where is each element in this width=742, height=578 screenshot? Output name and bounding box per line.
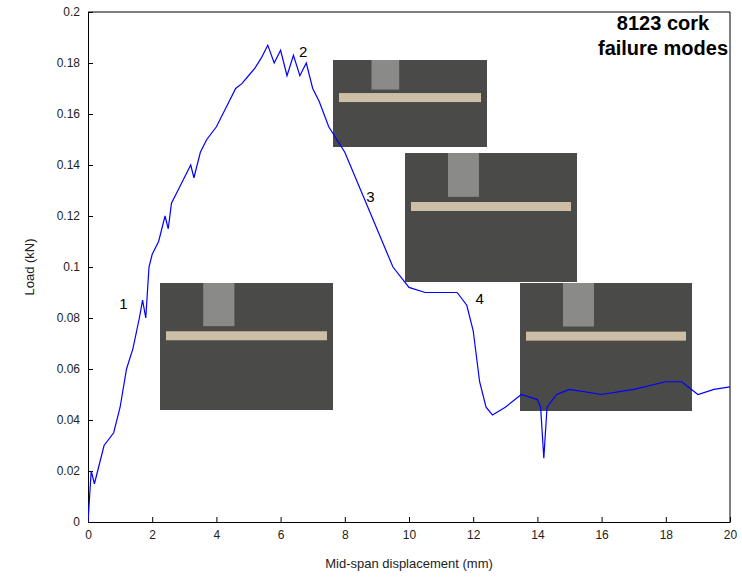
photo [520,283,692,411]
x-tick-mark [409,517,410,522]
photo [333,60,487,147]
x-tick: 20 [724,517,738,542]
annotation: 3 [366,188,374,205]
y-tick-mark [88,318,93,319]
y-tick: 0.08 [57,311,93,325]
y-tick: 0.04 [57,413,93,427]
chart: 0246810121416182000.020.040.060.080.10.1… [0,0,742,578]
y-tick-mark [88,471,93,472]
x-tick-label: 0 [85,528,92,542]
y-tick-mark [88,369,93,370]
x-tick-label: 4 [214,528,221,542]
photo [405,153,577,282]
x-tick-label: 18 [660,528,674,542]
y-tick: 0.14 [57,158,93,172]
annotation: 4 [475,290,483,307]
x-tick-label: 12 [467,528,481,542]
photos [160,60,692,411]
y-tick-label: 0 [73,515,80,529]
y-tick-label: 0.2 [63,5,80,19]
x-tick-mark [537,517,538,522]
annotation: 1 [119,295,127,312]
y-tick-mark [88,165,93,166]
photo-specimen [166,331,327,340]
y-tick-mark [88,114,93,115]
photo-specimen [411,202,571,211]
photo-loader [563,283,594,327]
plot-area [88,45,730,522]
x-tick: 6 [278,517,285,542]
y-tick-mark [88,63,93,64]
y-tick: 0.06 [57,362,93,376]
x-tick-label: 14 [531,528,545,542]
annotation: 2 [299,43,307,60]
y-tick-label: 0.12 [57,209,81,223]
x-tick: 4 [214,517,221,542]
x-tick-mark [345,517,346,522]
x-tick-label: 10 [403,528,417,542]
y-tick-label: 0.18 [57,56,81,70]
photo-frame [405,153,577,282]
photo-frame [333,60,487,147]
load-curve [88,45,730,522]
frame-right [730,12,731,522]
y-tick-label: 0.1 [63,260,80,274]
photo-loader [203,283,234,326]
x-tick-mark [602,517,603,522]
photo-specimen [526,332,686,341]
y-tick: 0.16 [57,107,93,121]
photo-loader [448,153,479,197]
x-tick: 16 [595,517,609,542]
y-axis: 0 0.02 0.04 0.06 0.08 0.1 0.12 0.14 0.16 0.18 0.2 [57,5,93,529]
y-tick-label: 0.04 [57,413,81,427]
x-axis-title: Mid-span displacement (mm) [325,556,493,571]
x-tick-label: 2 [149,528,156,542]
x-tick: 18 [660,517,674,542]
photo-frame [160,283,333,410]
photo-frame [520,283,692,411]
title: 8123 corkfailure modes [598,12,728,59]
y-tick: 0.02 [57,464,93,478]
photo [160,283,333,410]
x-tick: 2 [149,517,156,542]
x-tick-mark [152,517,153,522]
y-tick-label: 0.06 [57,362,81,376]
x-tick: 14 [531,517,545,542]
y-tick-label: 0.02 [57,464,81,478]
y-tick: 0.18 [57,56,93,70]
x-axis: 0 2 4 6 8 10 12 14 16 18 20 [85,517,737,542]
photo-specimen [339,93,481,102]
y-tick: 0 [73,515,93,529]
photo-loader [372,60,400,90]
y-tick: 0.12 [57,209,93,223]
x-tick: 8 [342,517,349,542]
y-tick-mark [88,420,93,421]
y-tick-mark [88,522,93,523]
x-tick-mark [281,517,282,522]
x-axis-line [89,522,731,523]
x-tick-label: 20 [724,528,738,542]
y-tick-label: 0.16 [57,107,81,121]
y-tick: 0.1 [63,260,93,274]
x-tick: 12 [467,517,481,542]
x-tick-label: 16 [595,528,609,542]
x-tick-label: 8 [342,528,349,542]
x-tick-label: 6 [278,528,285,542]
y-tick-mark [88,216,93,217]
x-tick-mark [666,517,667,522]
x-tick-mark [216,517,217,522]
y-tick-mark [88,267,93,268]
y-tick-label: 0.08 [57,311,81,325]
y-tick-label: 0.14 [57,158,81,172]
x-tick-mark [473,517,474,522]
x-tick: 10 [403,517,417,542]
y-axis-title: Load (kN) [22,238,37,295]
